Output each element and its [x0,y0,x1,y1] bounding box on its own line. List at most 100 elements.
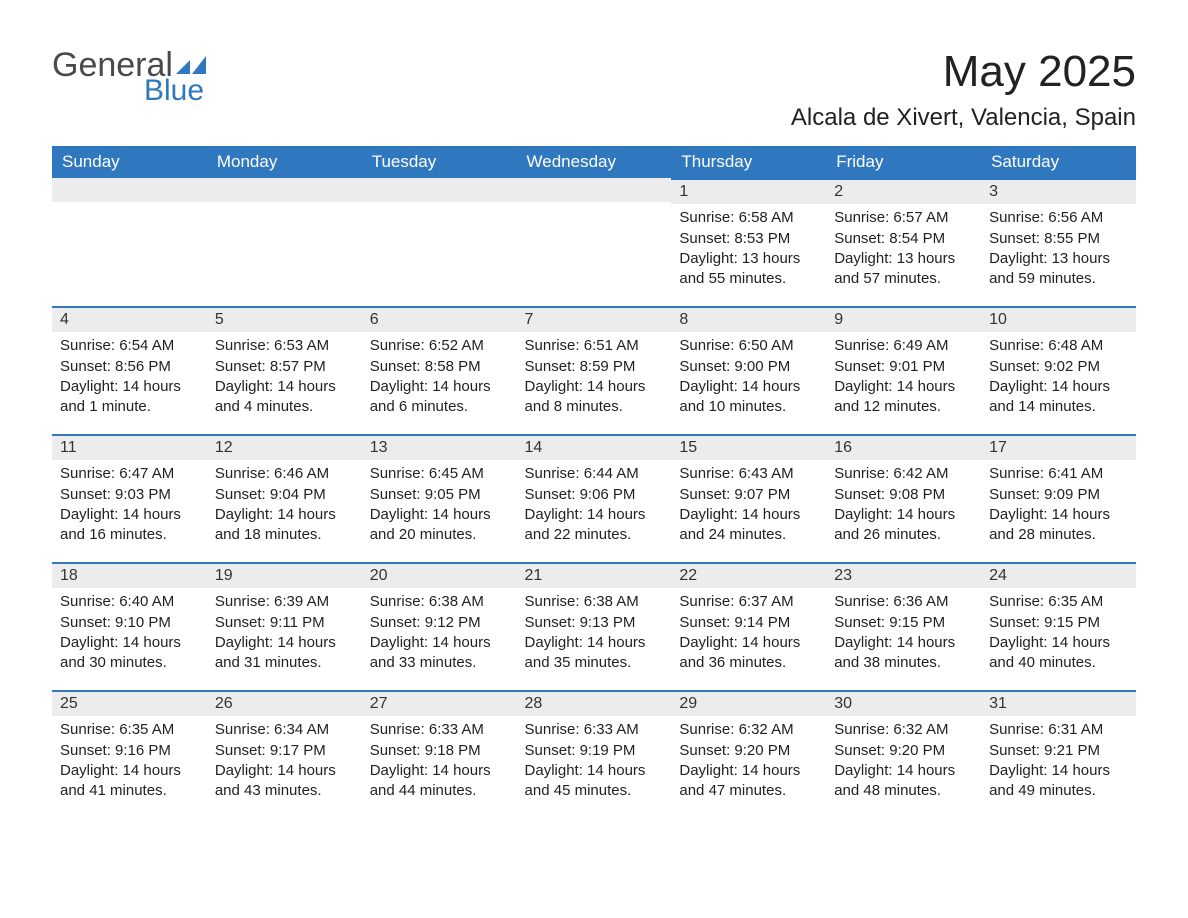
calendar-cell: 19Sunrise: 6:39 AMSunset: 9:11 PMDayligh… [207,562,362,690]
sunset-text: Sunset: 9:18 PM [370,741,509,761]
day-number: 20 [362,562,517,588]
day-number: 19 [207,562,362,588]
sunset-text: Sunset: 9:14 PM [679,613,818,633]
weekday-header: Sunday [52,146,207,178]
day-details: Sunrise: 6:57 AMSunset: 8:54 PMDaylight:… [826,204,981,293]
weekday-header: Thursday [671,146,826,178]
sunrise-text: Sunrise: 6:47 AM [60,464,199,484]
day-details: Sunrise: 6:33 AMSunset: 9:19 PMDaylight:… [517,716,672,805]
daylight-text: Daylight: 14 hours and 8 minutes. [525,377,664,418]
day-details: Sunrise: 6:35 AMSunset: 9:15 PMDaylight:… [981,588,1136,677]
weekday-header: Tuesday [362,146,517,178]
sunrise-text: Sunrise: 6:37 AM [679,592,818,612]
daylight-text: Daylight: 14 hours and 38 minutes. [834,633,973,674]
sunset-text: Sunset: 9:20 PM [679,741,818,761]
day-number: 26 [207,690,362,716]
sunrise-text: Sunrise: 6:38 AM [525,592,664,612]
sunrise-text: Sunrise: 6:40 AM [60,592,199,612]
sunset-text: Sunset: 8:59 PM [525,357,664,377]
day-number: 2 [826,178,981,204]
calendar-cell: 27 Sunrise: 6:33 AMSunset: 9:18 PMDayligh… [362,690,517,818]
logo-text-blue: Blue [144,76,204,106]
calendar-cell: 30Sunrise: 6:32 AMSunset: 9:20 PMDayligh… [826,690,981,818]
calendar-cell: 1Sunrise: 6:58 AMSunset: 8:53 PMDaylight… [671,178,826,306]
sunrise-text: Sunrise: 6:33 AM [370,720,509,740]
daylight-text: Daylight: 14 hours and 35 minutes. [525,633,664,674]
daylight-text: Daylight: 14 hours and 26 minutes. [834,505,973,546]
day-details: Sunrise: 6:34 AMSunset: 9:17 PMDaylight:… [207,716,362,805]
day-details: Sunrise: 6:42 AMSunset: 9:08 PMDaylight:… [826,460,981,549]
logo: General Blue [52,48,210,106]
weekday-header: Friday [826,146,981,178]
day-details: Sunrise: 6:41 AMSunset: 9:09 PMDaylight:… [981,460,1136,549]
day-details: Sunrise: 6:32 AMSunset: 9:20 PMDaylight:… [826,716,981,805]
calendar-cell: 14Sunrise: 6:44 AMSunset: 9:06 PMDayligh… [517,434,672,562]
sunrise-text: Sunrise: 6:51 AM [525,336,664,356]
sunset-text: Sunset: 9:15 PM [989,613,1128,633]
day-details: Sunrise: 6:38 AMSunset: 9:12 PMDaylight:… [362,588,517,677]
calendar-cell: 21Sunrise: 6:38 AMSunset: 9:13 PMDayligh… [517,562,672,690]
empty-day-header [362,178,517,202]
daylight-text: Daylight: 14 hours and 1 minute. [60,377,199,418]
sunrise-text: Sunrise: 6:58 AM [679,208,818,228]
calendar-cell: 15Sunrise: 6:43 AMSunset: 9:07 PMDayligh… [671,434,826,562]
daylight-text: Daylight: 14 hours and 45 minutes. [525,761,664,802]
weekday-header: Wednesday [517,146,672,178]
day-number: 8 [671,306,826,332]
calendar-week-row: 1Sunrise: 6:58 AMSunset: 8:53 PMDaylight… [52,178,1136,306]
sunset-text: Sunset: 9:09 PM [989,485,1128,505]
sunrise-text: Sunrise: 6:35 AM [60,720,199,740]
sunset-text: Sunset: 9:06 PM [525,485,664,505]
daylight-text: Daylight: 14 hours and 20 minutes. [370,505,509,546]
calendar-cell [517,178,672,306]
day-details: Sunrise: 6:56 AMSunset: 8:55 PMDaylight:… [981,204,1136,293]
day-details: Sunrise: 6:49 AMSunset: 9:01 PMDaylight:… [826,332,981,421]
daylight-text: Daylight: 14 hours and 12 minutes. [834,377,973,418]
sunrise-text: Sunrise: 6:42 AM [834,464,973,484]
day-details: Sunrise: 6:53 AMSunset: 8:57 PMDaylight:… [207,332,362,421]
day-details: Sunrise: 6:37 AMSunset: 9:14 PMDaylight:… [671,588,826,677]
daylight-text: Daylight: 14 hours and 33 minutes. [370,633,509,674]
day-details: Sunrise: 6:39 AMSunset: 9:11 PMDaylight:… [207,588,362,677]
day-number: 14 [517,434,672,460]
sunrise-text: Sunrise: 6:49 AM [834,336,973,356]
calendar-cell: 8Sunrise: 6:50 AMSunset: 9:00 PMDaylight… [671,306,826,434]
empty-day-header [517,178,672,202]
day-details: Sunrise: 6:44 AMSunset: 9:06 PMDaylight:… [517,460,672,549]
day-details: Sunrise: 6:35 AMSunset: 9:16 PMDaylight:… [52,716,207,805]
sunset-text: Sunset: 9:03 PM [60,485,199,505]
daylight-text: Daylight: 14 hours and 44 minutes. [370,761,509,802]
sunset-text: Sunset: 9:21 PM [989,741,1128,761]
daylight-text: Daylight: 13 hours and 55 minutes. [679,249,818,290]
calendar-cell: 6Sunrise: 6:52 AMSunset: 8:58 PMDaylight… [362,306,517,434]
sunrise-text: Sunrise: 6:38 AM [370,592,509,612]
day-details: Sunrise: 6:45 AMSunset: 9:05 PMDaylight:… [362,460,517,549]
day-details: Sunrise: 6:54 AMSunset: 8:56 PMDaylight:… [52,332,207,421]
calendar-cell: 5Sunrise: 6:53 AMSunset: 8:57 PMDaylight… [207,306,362,434]
daylight-text: Daylight: 14 hours and 14 minutes. [989,377,1128,418]
day-number: 13 [362,434,517,460]
sunrise-text: Sunrise: 6:33 AM [525,720,664,740]
sunset-text: Sunset: 9:11 PM [215,613,354,633]
day-number: 29 [671,690,826,716]
day-details: Sunrise: 6:51 AMSunset: 8:59 PMDaylight:… [517,332,672,421]
daylight-text: Daylight: 14 hours and 22 minutes. [525,505,664,546]
sunset-text: Sunset: 8:53 PM [679,229,818,249]
sunset-text: Sunset: 9:17 PM [215,741,354,761]
day-number: 22 [671,562,826,588]
daylight-text: Daylight: 14 hours and 49 minutes. [989,761,1128,802]
daylight-text: Daylight: 14 hours and 36 minutes. [679,633,818,674]
day-number: 7 [517,306,672,332]
calendar-cell: 23Sunrise: 6:36 AMSunset: 9:15 PMDayligh… [826,562,981,690]
day-number: 15 [671,434,826,460]
daylight-text: Daylight: 14 hours and 31 minutes. [215,633,354,674]
sunset-text: Sunset: 9:15 PM [834,613,973,633]
sunset-text: Sunset: 9:16 PM [60,741,199,761]
day-number: 12 [207,434,362,460]
calendar-cell: 26Sunrise: 6:34 AMSunset: 9:17 PMDayligh… [207,690,362,818]
sunset-text: Sunset: 8:56 PM [60,357,199,377]
day-number: 24 [981,562,1136,588]
sunrise-text: Sunrise: 6:46 AM [215,464,354,484]
day-number: 27 [362,690,517,716]
calendar-cell: 11Sunrise: 6:47 AMSunset: 9:03 PMDayligh… [52,434,207,562]
